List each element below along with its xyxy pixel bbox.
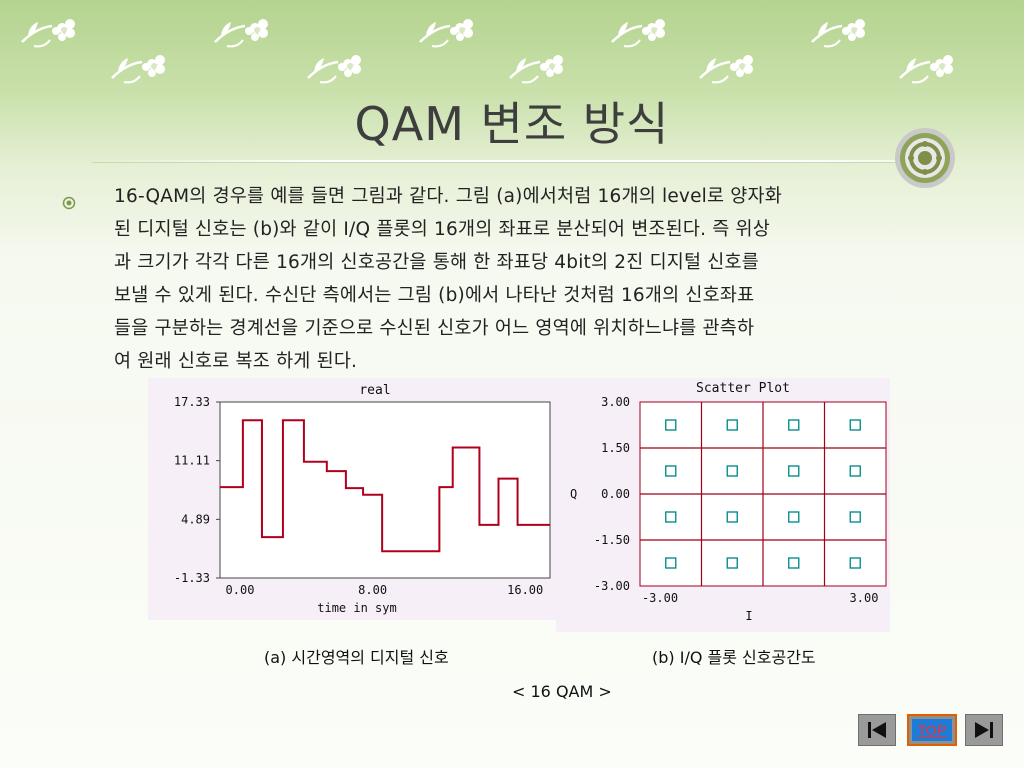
chart-title: real — [359, 383, 390, 398]
time-domain-chart-svg: real 17.33 11.11 4.89 -1.33 0.00 8.00 16.00 time… — [174, 383, 551, 615]
x-tick-label: 0.00 — [226, 583, 255, 597]
y-tick-label: 0.00 — [601, 487, 630, 501]
medal-icon — [893, 126, 957, 194]
constellation-point — [788, 511, 800, 523]
time-domain-chart: real 17.33 11.11 4.89 -1.33 0.00 8.00 16.00 time… — [148, 378, 556, 620]
constellation-point — [726, 511, 738, 523]
body-line: 들을 구분하는 경계선을 기준으로 수신된 신호가 어느 영역에 위치하느냐를 … — [114, 318, 755, 339]
y-tick-label: -1.50 — [594, 533, 630, 547]
title-divider — [92, 160, 904, 162]
constellation-point — [665, 465, 677, 477]
page-title: QAM 변조 방식 — [354, 97, 670, 151]
series-line — [220, 419, 550, 553]
leaf-flower-decoration — [20, 17, 955, 84]
constellation-point — [788, 419, 800, 431]
caption-a: (a) 시간영역의 디지털 신호 — [264, 648, 449, 667]
top-button-label: TOP — [912, 719, 952, 741]
body-line: 보낼 수 있게 된다. 수신단 측에서는 그림 (b)에서 나타난 것처럼 16… — [114, 285, 755, 306]
y-tick-label: -1.33 — [174, 571, 210, 585]
iq-scatter-chart: Scatter Plot 3.00 1.50 0.00 -1.50 -3.00 Q -3.00… — [556, 378, 890, 632]
x-tick-label: 8.00 — [358, 583, 387, 597]
y-tick-label: 1.50 — [601, 441, 630, 455]
body-line: 16-QAM의 경우를 예를 들면 그림과 같다. 그림 (a)에서처럼 16개… — [114, 186, 782, 207]
x-tick-label: 16.00 — [507, 583, 543, 597]
constellation-point — [849, 557, 861, 569]
constellation-point — [849, 511, 861, 523]
constellation-point — [849, 419, 861, 431]
body-line: 과 크기가 각각 다른 16개의 신호공간을 통해 한 좌표당 4bit의 2진… — [114, 252, 759, 273]
body-line: 여 원래 신호로 복조 하게 된다. — [114, 351, 358, 372]
constellation-point — [788, 557, 800, 569]
constellation-point — [665, 419, 677, 431]
x-tick-label: -3.00 — [642, 591, 678, 605]
x-tick-label: 3.00 — [850, 591, 879, 605]
y-tick-label: -3.00 — [594, 579, 630, 593]
x-axis-label: I — [745, 609, 752, 623]
body-paragraph: 16-QAM의 경우를 예를 들면 그림과 같다. 그림 (a)에서처럼 16개… — [114, 180, 974, 378]
bullet-icon — [62, 195, 76, 214]
y-axis-label: Q — [570, 487, 577, 501]
last-page-icon — [975, 722, 993, 738]
body-line: 된 디지털 신호는 (b)와 같이 I/Q 플롯의 16개의 좌표로 분산되어 … — [114, 219, 770, 240]
constellation-point — [665, 557, 677, 569]
first-page-icon — [868, 722, 886, 738]
y-tick-label: 11.11 — [174, 454, 210, 468]
constellation-point — [788, 465, 800, 477]
top-button[interactable]: TOP — [907, 714, 957, 746]
plot-area — [219, 401, 551, 579]
constellation-point — [726, 419, 738, 431]
constellation-point — [726, 465, 738, 477]
figure-caption: < 16 QAM > — [512, 682, 612, 701]
constellation-point — [849, 465, 861, 477]
y-tick-label: 4.89 — [181, 512, 210, 526]
y-tick-label: 3.00 — [601, 395, 630, 409]
first-page-button[interactable] — [858, 714, 896, 746]
constellation-point — [726, 557, 738, 569]
x-axis-label: time in sym — [317, 601, 396, 615]
chart-title: Scatter Plot — [696, 381, 790, 396]
header-decoration — [0, 0, 1024, 84]
y-tick-label: 17.33 — [174, 395, 210, 409]
iq-scatter-chart-svg: Scatter Plot 3.00 1.50 0.00 -1.50 -3.00 Q -3.00… — [570, 381, 887, 623]
constellation-point — [665, 511, 677, 523]
caption-b: (b) I/Q 플롯 신호공간도 — [652, 648, 816, 667]
last-page-button[interactable] — [965, 714, 1003, 746]
